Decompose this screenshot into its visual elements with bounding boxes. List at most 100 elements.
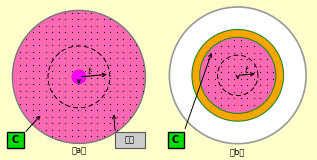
Point <box>30 38 35 40</box>
Point <box>206 58 211 60</box>
Point <box>88 90 94 92</box>
Point <box>114 70 120 73</box>
Point <box>69 116 74 118</box>
Point <box>101 57 107 60</box>
Point <box>30 44 35 47</box>
Point <box>56 18 61 21</box>
Point <box>56 135 61 138</box>
Point <box>82 109 87 112</box>
Point <box>121 44 126 47</box>
Point <box>232 71 237 73</box>
Point <box>140 76 146 79</box>
Point <box>121 103 126 105</box>
Point <box>56 116 61 118</box>
Point <box>62 25 68 27</box>
Point <box>36 31 42 34</box>
Point <box>62 122 68 125</box>
Point <box>69 103 74 105</box>
Point <box>82 51 87 53</box>
Point <box>238 84 243 87</box>
Point <box>134 96 139 99</box>
Point <box>121 57 126 60</box>
Point <box>69 122 74 125</box>
Point <box>121 70 126 73</box>
Point <box>88 57 94 60</box>
Point <box>17 103 22 105</box>
Point <box>127 83 133 86</box>
Point <box>101 18 107 21</box>
Point <box>108 96 113 99</box>
Point <box>82 44 87 47</box>
Point <box>232 104 237 106</box>
Point <box>108 122 113 125</box>
Point <box>82 64 87 66</box>
Point <box>101 51 107 53</box>
Point <box>245 51 250 54</box>
Circle shape <box>192 29 284 121</box>
Point <box>95 64 100 66</box>
Point <box>225 45 230 47</box>
Point <box>56 64 61 66</box>
Point <box>82 18 87 21</box>
Point <box>82 31 87 34</box>
Point <box>95 135 100 138</box>
Point <box>225 104 230 106</box>
Point <box>258 97 263 100</box>
Point <box>212 84 217 87</box>
Point <box>30 57 35 60</box>
Point <box>69 25 74 27</box>
Point <box>258 71 263 73</box>
Point <box>75 128 81 131</box>
Point <box>219 97 224 100</box>
Point <box>225 77 230 80</box>
Point <box>127 64 133 66</box>
Point <box>17 76 22 79</box>
Point <box>134 64 139 66</box>
Point <box>30 70 35 73</box>
Point <box>75 57 81 60</box>
Point <box>30 90 35 92</box>
Point <box>56 70 61 73</box>
Point <box>82 103 87 105</box>
Point <box>258 64 263 67</box>
Point <box>245 58 250 60</box>
Point <box>69 128 74 131</box>
Point <box>251 91 256 93</box>
Point <box>75 90 81 92</box>
Point <box>206 77 211 80</box>
Point <box>75 44 81 47</box>
Point <box>108 44 113 47</box>
Point <box>36 83 42 86</box>
Point <box>225 58 230 60</box>
Point <box>23 51 29 53</box>
Point <box>36 96 42 99</box>
Point <box>134 76 139 79</box>
Point <box>49 64 55 66</box>
Point <box>121 31 126 34</box>
Point <box>219 71 224 73</box>
Point <box>101 116 107 118</box>
Point <box>49 103 55 105</box>
Point <box>82 128 87 131</box>
Point <box>82 25 87 27</box>
Point <box>62 103 68 105</box>
Point <box>127 57 133 60</box>
Point <box>56 90 61 92</box>
Text: 導体: 導体 <box>125 135 135 144</box>
Point <box>127 109 133 112</box>
Point <box>95 83 100 86</box>
Point <box>69 38 74 40</box>
Point <box>245 84 250 87</box>
Point <box>30 51 35 53</box>
Point <box>23 44 29 47</box>
Point <box>75 122 81 125</box>
Point <box>108 128 113 131</box>
Point <box>245 104 250 106</box>
Point <box>121 83 126 86</box>
Point <box>114 83 120 86</box>
Point <box>114 57 120 60</box>
Point <box>88 122 94 125</box>
Point <box>23 76 29 79</box>
Point <box>56 57 61 60</box>
Point <box>62 57 68 60</box>
